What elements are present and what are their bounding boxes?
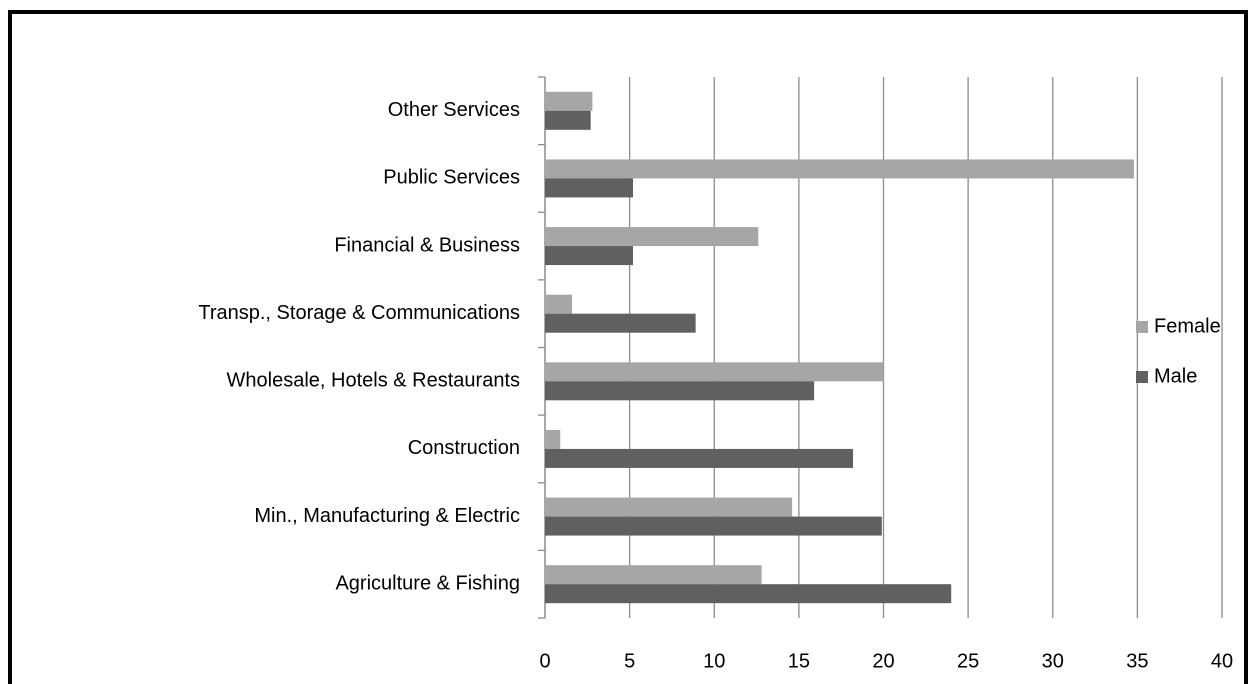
bar [545,429,561,449]
bar [545,313,696,333]
bar [545,565,762,585]
y-tick-label: Construction [408,437,520,459]
x-tick-label: 30 [1042,650,1064,672]
bar [545,584,952,604]
bar [545,159,1134,179]
bar [545,110,591,130]
bar [545,91,593,111]
bar [545,448,854,468]
x-tick-label: 10 [703,650,725,672]
bar [545,227,759,247]
x-tick-label: 5 [624,650,635,672]
y-tick-label: Transp., Storage & Communications [198,302,520,324]
frame [8,10,1248,684]
bar [545,178,634,198]
x-tick-label: 40 [1211,650,1233,672]
legend-swatch [1136,371,1148,383]
bar [545,381,815,401]
bar [545,294,573,314]
y-tick-label: Min., Manufacturing & Electric [254,505,520,527]
x-tick-label: 35 [1126,650,1148,672]
x-tick-label: 15 [788,650,810,672]
legend-swatch [1136,321,1148,333]
legend-label: Male [1154,365,1197,387]
y-tick-label: Wholesale, Hotels & Restaurants [227,370,520,392]
y-tick-label: Financial & Business [334,234,520,256]
x-tick-label: 0 [539,650,550,672]
y-tick-label: Public Services [383,167,520,189]
bar [545,246,634,266]
bar [545,497,793,517]
bar [545,362,884,382]
x-tick-label: 20 [872,650,894,672]
legend-label: Female [1154,315,1221,337]
y-tick-label: Other Services [388,99,520,121]
y-tick-label: Agriculture & Fishing [335,572,520,594]
bar [545,516,882,536]
x-tick-label: 25 [957,650,979,672]
